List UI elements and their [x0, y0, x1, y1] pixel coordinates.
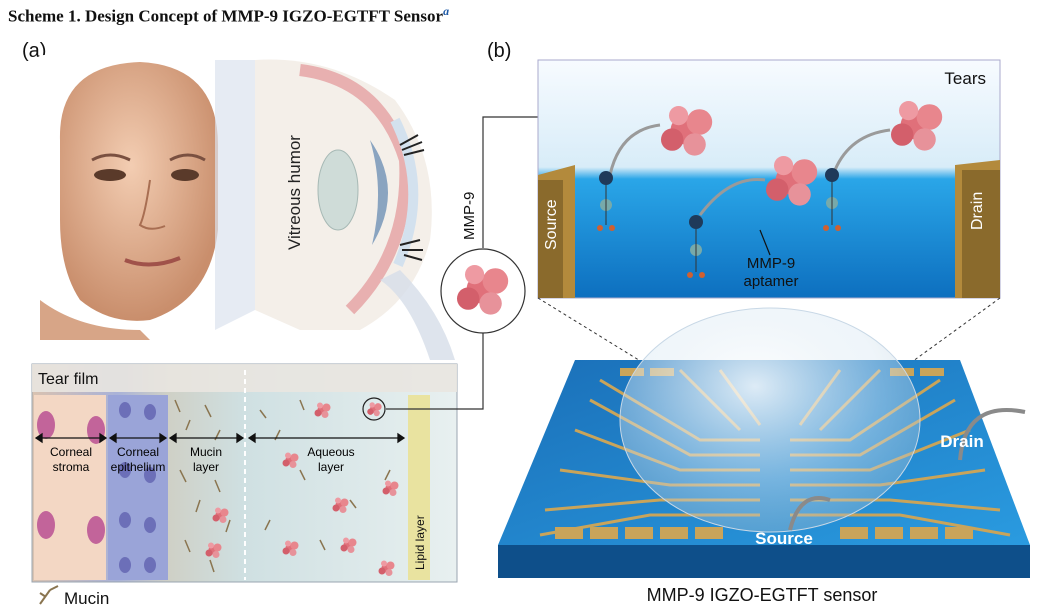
- aptamer-label-1: MMP-9: [747, 255, 795, 272]
- tear-film-title: Tear film: [38, 371, 98, 388]
- mmp9-label: MMP-9: [461, 192, 478, 240]
- eye-cross-section: Vitreous humor: [255, 59, 432, 330]
- connector-line-upper: [482, 116, 538, 248]
- zoom-drain-label: Drain: [969, 192, 986, 230]
- aptamer-label-2: aptamer: [743, 273, 798, 290]
- mucin-icon: [39, 585, 59, 605]
- tear-droplet-dome: [619, 307, 921, 533]
- chip-drain-label: Drain: [940, 432, 983, 451]
- source-wire: [788, 496, 831, 531]
- igzo-egtft-chip: Drain Source: [498, 307, 1030, 578]
- layer-label-4a: Aqueous: [307, 445, 354, 459]
- figure-caption: Scheme 1. Design Concept of MMP-9 IGZO-E…: [8, 4, 449, 27]
- chip-pads: [555, 368, 973, 539]
- mucin-strands: [174, 399, 391, 573]
- layer-label-1b: stroma: [53, 460, 90, 474]
- caption-footnote-mark: a: [443, 4, 450, 18]
- panel-a-illustration: Vitreous humor Tear film: [31, 55, 458, 608]
- lipid-layer-label: Lipid layer: [413, 515, 427, 570]
- layer-label-1a: Corneal: [50, 445, 92, 459]
- tear-film-diagram: Tear film: [31, 363, 458, 583]
- layer-span-arrows: [34, 432, 406, 444]
- vitreous-humor-label: Vitreous humor: [285, 135, 304, 250]
- layer-label-3a: Mucin: [190, 445, 222, 459]
- highlight-circle: [362, 397, 386, 421]
- layer-label-2b: epithelium: [111, 460, 166, 474]
- mmp9-magnified: MMP-9: [440, 192, 526, 334]
- chip-source-label: Source: [755, 529, 813, 548]
- layer-label-4b: layer: [318, 460, 344, 474]
- aptamer-anchors: [597, 168, 841, 278]
- human-head-illustration: [34, 55, 234, 340]
- zoom-line-left: [537, 297, 656, 371]
- aptamer-strands: [608, 123, 891, 216]
- corneal-stroma-cells: [34, 395, 106, 580]
- aptamer-pointer: [759, 229, 771, 256]
- panel-b-label: (b): [487, 40, 512, 62]
- sensor-caption: MMP-9 IGZO-EGTFT sensor: [647, 585, 878, 605]
- corneal-epithelium-cells: [108, 395, 168, 580]
- zoom-source-label: Source: [543, 199, 560, 250]
- layer-label-2a: Corneal: [117, 445, 159, 459]
- drain-wire: [958, 408, 1026, 461]
- mucin-legend-label: Mucin: [64, 589, 109, 608]
- caption-title: Scheme 1. Design Concept of MMP-9 IGZO-E…: [8, 6, 444, 26]
- zoom-line-right: [879, 297, 1001, 386]
- tears-label: Tears: [944, 69, 986, 88]
- layer-label-3b: layer: [193, 460, 219, 474]
- sensor-surface-zoom: Source Drain Tears MMP-9 aptamer: [537, 59, 1001, 299]
- connector-line: [386, 333, 484, 410]
